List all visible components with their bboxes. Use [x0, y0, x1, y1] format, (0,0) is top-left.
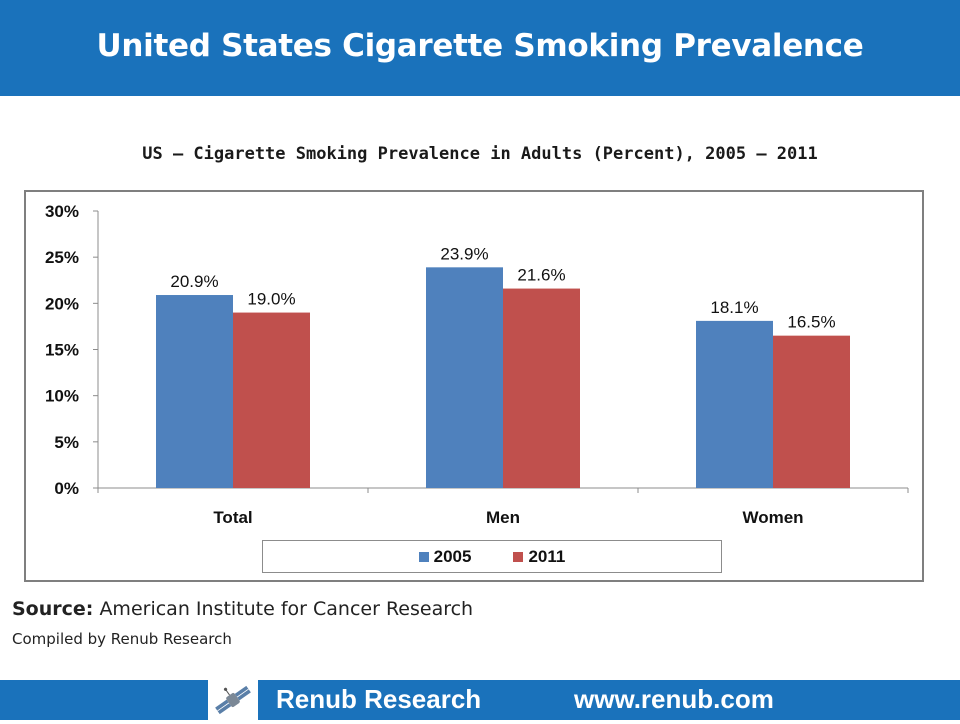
source-text: American Institute for Cancer Research: [99, 598, 474, 620]
data-label-women-2005: 18.1%: [710, 298, 758, 317]
satellite-icon: [208, 680, 258, 720]
y-tick-label: 20%: [45, 294, 79, 313]
bar-total-2011: [233, 312, 310, 488]
page-title: United States Cigarette Smoking Prevalen…: [96, 28, 864, 64]
footer-url[interactable]: www.renub.com: [574, 684, 774, 714]
y-tick-label: 10%: [45, 387, 79, 406]
category-label-men: Men: [486, 508, 520, 527]
category-label-total: Total: [213, 508, 252, 527]
bar-total-2005: [156, 295, 233, 488]
data-label-total-2005: 20.9%: [170, 272, 218, 291]
source-label: Source:: [12, 598, 94, 620]
footer-bar: [0, 680, 960, 720]
data-label-total-2011: 19.0%: [247, 290, 295, 309]
y-tick-label: 0%: [54, 479, 79, 498]
data-label-men-2005: 23.9%: [440, 244, 488, 263]
chart-title: US – Cigarette Smoking Prevalence in Adu…: [142, 144, 818, 164]
y-tick-label: 5%: [54, 433, 79, 452]
bar-men-2011: [503, 288, 580, 488]
y-tick-label: 30%: [45, 202, 79, 221]
legend-label-2011: 2011: [528, 546, 566, 566]
compiled-by-text: Compiled by Renub Research: [12, 630, 232, 648]
bar-women-2011: [773, 335, 850, 488]
legend-item-2011: 2011: [513, 547, 565, 567]
footer-brand: Renub Research: [276, 684, 482, 714]
y-tick-label: 25%: [45, 248, 79, 267]
category-label-women: Women: [742, 508, 803, 527]
legend-swatch-2005: [418, 551, 429, 562]
source-line: Source: American Institute for Cancer Re…: [12, 598, 473, 620]
legend-label-2005: 2005: [433, 546, 472, 566]
legend-item-2005: 2005: [418, 546, 472, 567]
data-label-men-2011: 21.6%: [517, 266, 565, 285]
chart-legend: 2005 2011: [262, 540, 722, 573]
data-label-women-2011: 16.5%: [787, 313, 835, 332]
y-tick-label: 15%: [45, 341, 79, 360]
bar-men-2005: [426, 267, 503, 488]
legend-swatch-2011: [513, 551, 524, 562]
header-banner: United States Cigarette Smoking Prevalen…: [0, 0, 960, 96]
bar-women-2005: [696, 320, 773, 488]
